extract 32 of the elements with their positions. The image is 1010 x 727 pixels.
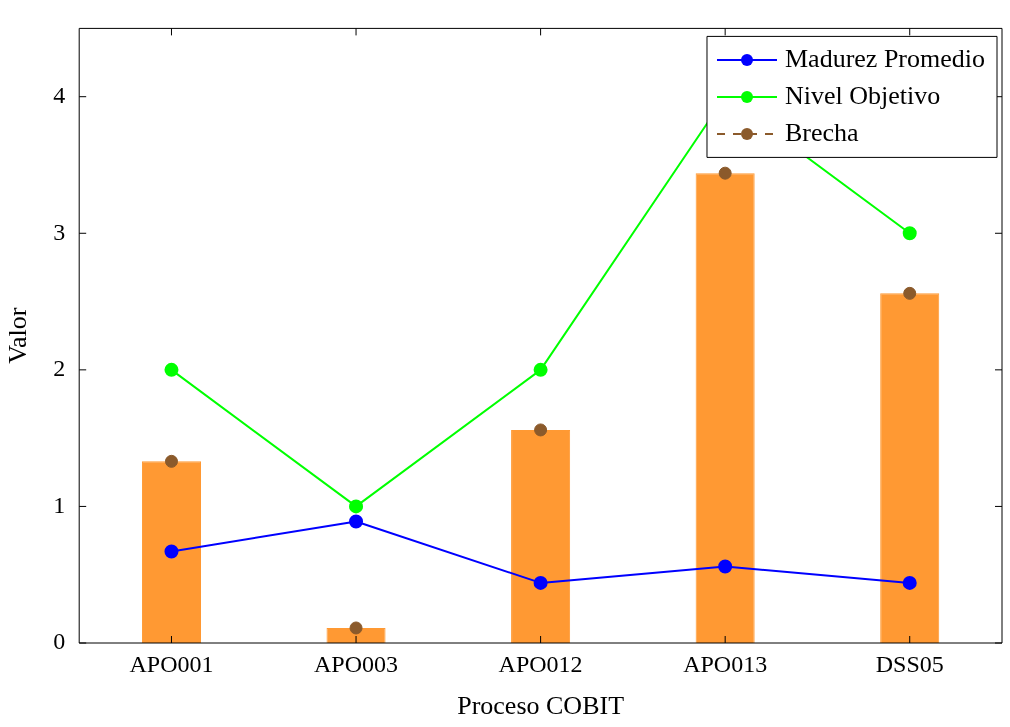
x-tick-label: APO013 <box>683 650 768 677</box>
point <box>164 454 178 468</box>
point <box>534 423 548 437</box>
point <box>349 499 364 514</box>
point <box>902 226 917 241</box>
y-tick-label: 2 <box>53 355 66 382</box>
bar <box>695 173 755 643</box>
x-tick-label: APO012 <box>498 650 583 677</box>
point <box>902 575 917 590</box>
point <box>718 166 732 180</box>
point <box>903 286 917 300</box>
point <box>164 544 179 559</box>
x-tick-label: APO003 <box>314 650 399 677</box>
x-tick-label: DSS05 <box>875 650 944 677</box>
point <box>349 621 363 635</box>
point <box>718 559 733 574</box>
legend-label: Madurez Promedio <box>785 43 986 73</box>
x-tick-label: APO001 <box>129 650 214 677</box>
legend-label: Nivel Objetivo <box>785 80 941 110</box>
point <box>533 362 548 377</box>
x-axis-title: Proceso COBIT <box>457 691 625 721</box>
y-tick-label: 0 <box>53 628 66 655</box>
bar <box>880 293 940 643</box>
legend-label: Brecha <box>785 117 860 147</box>
bar <box>141 461 202 643</box>
point <box>533 575 548 590</box>
y-tick-label: 1 <box>53 491 66 518</box>
y-tick-label: 4 <box>53 81 66 108</box>
y-tick-label: 3 <box>53 218 66 245</box>
point <box>349 514 364 529</box>
point <box>164 362 179 377</box>
y-axis-title: Valor <box>3 307 33 364</box>
